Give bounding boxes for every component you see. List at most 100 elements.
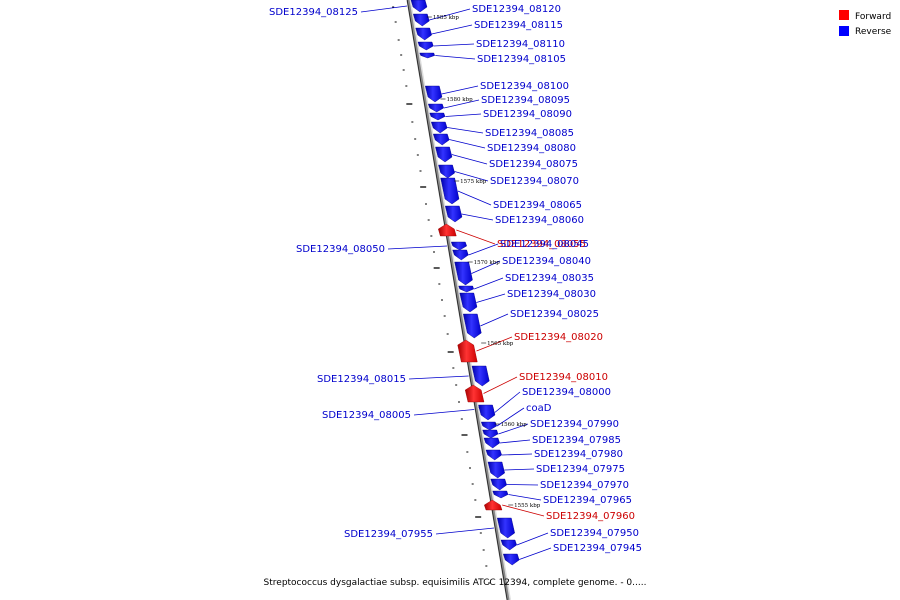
gene-label[interactable]: coaD	[526, 403, 552, 414]
kbp-tick-label: 1570 kbp	[474, 260, 501, 266]
gene-arrow[interactable]	[429, 112, 446, 121]
gene-arrow[interactable]	[413, 13, 430, 27]
gene-label[interactable]: SDE12394_08035	[505, 273, 594, 284]
label-connector	[435, 55, 476, 60]
gene-label[interactable]: SDE12394_08040	[502, 256, 591, 267]
gene-labels: SDE12394_08125 SDE12394_08120 SDE12394_081…	[269, 4, 642, 560]
label-connector	[468, 243, 499, 256]
gene-arrow[interactable]	[463, 313, 482, 339]
gene-label[interactable]: SDE12394_08100	[480, 81, 569, 92]
gene-label[interactable]: SDE12394_08075	[489, 159, 578, 170]
gene-arrow[interactable]	[478, 404, 496, 421]
kbp-tick-label: 1565 kbp	[487, 341, 514, 347]
gene-label[interactable]: SDE12394_08080	[487, 143, 576, 154]
genome-caption: Streptococcus dysgalactiae subsp. equisi…	[263, 578, 647, 588]
gene-arrow[interactable]	[415, 27, 432, 41]
gene-arrow[interactable]	[452, 249, 469, 261]
gene-label[interactable]: SDE12394_08000	[522, 387, 611, 398]
gene-arrow[interactable]	[425, 85, 443, 103]
gene-arrow[interactable]	[438, 223, 457, 237]
gene-arrow[interactable]	[464, 384, 485, 403]
label-connector	[360, 5, 408, 13]
kbp-tick-label: 1585 kbp	[433, 15, 460, 21]
gene-label[interactable]: SDE12394_08120	[472, 4, 561, 15]
gene-arrow[interactable]	[419, 52, 435, 59]
gene-arrow[interactable]	[492, 490, 509, 499]
gene-label[interactable]: SDE12394_08125	[269, 7, 358, 18]
gene-label[interactable]: SDE12394_08030	[507, 289, 596, 300]
gene-label[interactable]: SDE12394_08045	[500, 239, 589, 250]
genome-axis	[406, 0, 511, 600]
kbp-tick-label: 1575 kbp	[460, 179, 487, 185]
gene-arrow[interactable]	[458, 285, 474, 293]
gene-label[interactable]: SDE12394_08070	[490, 176, 579, 187]
label-connector	[471, 260, 501, 274]
gene-label[interactable]: SDE12394_07955	[344, 529, 433, 540]
gene-arrow[interactable]	[503, 553, 520, 566]
gene-arrow[interactable]	[471, 365, 490, 387]
gene-label[interactable]: SDE12394_08110	[476, 39, 565, 50]
label-connector	[431, 24, 473, 35]
legend-reverse-label: Reverse	[855, 27, 892, 37]
gene-label[interactable]: SDE12394_08010	[519, 372, 608, 383]
label-connector	[476, 336, 513, 352]
gene-label[interactable]: SDE12394_07985	[532, 435, 621, 446]
gene-arrow[interactable]	[410, 0, 428, 13]
gene-arrow[interactable]	[484, 499, 503, 511]
label-connector	[435, 527, 495, 535]
gene-label[interactable]: SDE12394_08105	[477, 54, 566, 65]
label-connector	[441, 85, 479, 95]
gene-label[interactable]: SDE12394_08055	[497, 239, 586, 250]
gene-arrow[interactable]	[431, 121, 448, 134]
gene-arrow[interactable]	[490, 478, 507, 491]
gene-label[interactable]: SDE12394_07965	[543, 495, 632, 506]
gene-arrow[interactable]	[485, 449, 502, 461]
label-connector	[502, 504, 545, 517]
gene-label[interactable]: SDE12394_07945	[553, 543, 642, 554]
legend: Forward Reverse	[839, 10, 892, 37]
genome-backbone	[406, 0, 510, 600]
gene-arrow[interactable]	[454, 261, 473, 286]
gene-arrow[interactable]	[487, 461, 505, 479]
gene-label[interactable]: SDE12394_08025	[510, 309, 599, 320]
label-connector	[480, 313, 509, 327]
dash-marks	[392, 6, 491, 584]
label-connector	[449, 139, 486, 149]
label-connector	[506, 484, 539, 486]
gene-arrow[interactable]	[457, 339, 478, 363]
gene-label[interactable]: SDE12394_07950	[550, 528, 639, 539]
gene-label[interactable]: SDE12394_08060	[495, 215, 584, 226]
label-connector	[519, 547, 552, 560]
gene-arrow[interactable]	[417, 41, 434, 51]
label-connector	[496, 407, 525, 427]
gene-arrow[interactable]	[440, 177, 460, 205]
gene-label[interactable]: SDE12394_08115	[474, 20, 563, 31]
gene-arrow[interactable]	[433, 133, 450, 146]
gene-label[interactable]: SDE12394_07970	[540, 480, 629, 491]
gene-label[interactable]: SDE12394_07990	[530, 419, 619, 430]
gene-arrow[interactable]	[482, 429, 499, 439]
gene-arrow[interactable]	[481, 421, 497, 431]
gene-label[interactable]: SDE12394_07975	[536, 464, 625, 475]
gene-label[interactable]: SDE12394_08020	[514, 332, 603, 343]
gene-label[interactable]: SDE12394_08015	[317, 374, 406, 385]
gene-arrow[interactable]	[435, 146, 453, 163]
gene-arrow[interactable]	[428, 103, 444, 113]
gene-label[interactable]: SDE12394_08005	[322, 410, 411, 421]
gene-label[interactable]: SDE12394_07960	[546, 511, 635, 522]
gene-arrow[interactable]	[438, 164, 455, 179]
legend-reverse-swatch	[839, 26, 849, 36]
gene-arrow[interactable]	[483, 437, 500, 449]
gene-arrow[interactable]	[451, 241, 467, 251]
gene-label[interactable]: SDE12394_08065	[493, 200, 582, 211]
gene-label[interactable]: SDE12394_08050	[296, 244, 385, 255]
gene-arrow[interactable]	[497, 517, 515, 539]
gene-label[interactable]: SDE12394_08095	[481, 95, 570, 106]
gene-label[interactable]: SDE12394_08085	[485, 128, 574, 139]
gene-arrow[interactable]	[500, 539, 517, 551]
gene-label[interactable]: SDE12394_07980	[534, 449, 623, 460]
gene-label[interactable]: SDE12394_08090	[483, 109, 572, 120]
gene-arrow[interactable]	[459, 292, 478, 313]
gene-arrow[interactable]	[445, 205, 463, 223]
